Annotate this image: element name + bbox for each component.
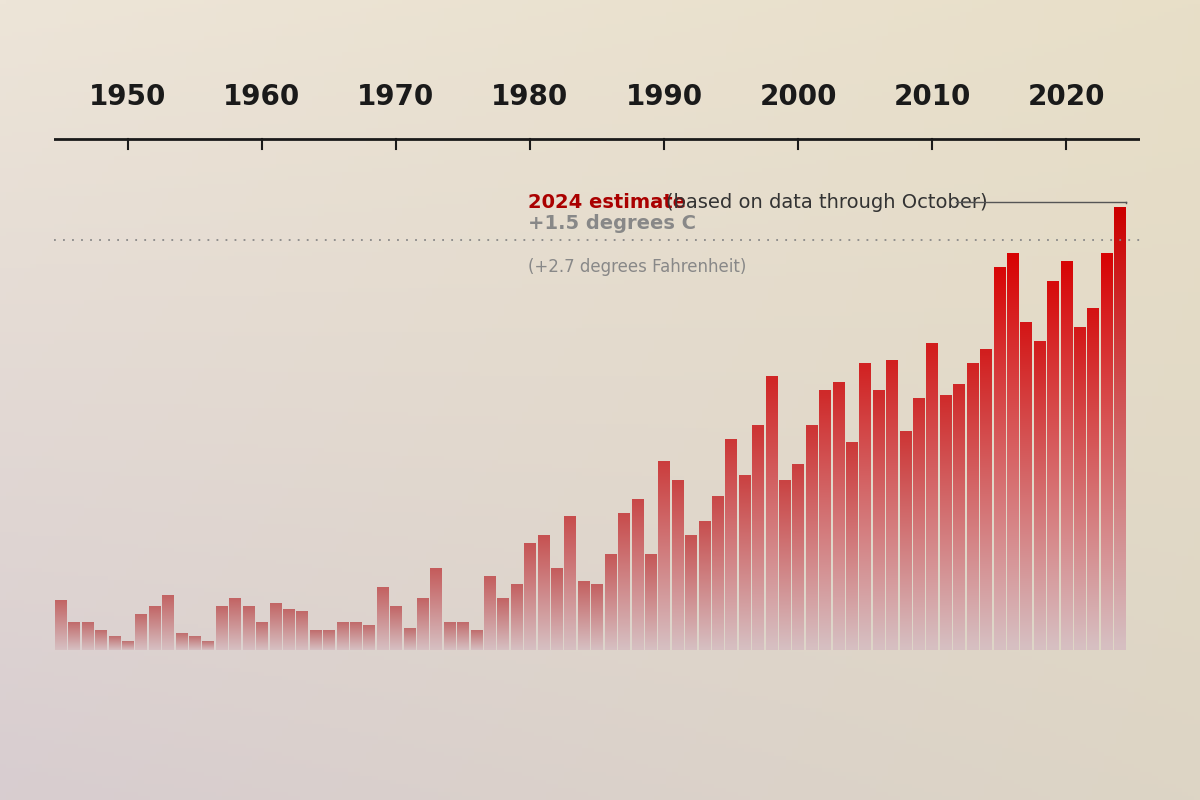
Text: 2000: 2000 [760,83,836,111]
Text: (based on data through October): (based on data through October) [666,193,988,212]
Text: +1.5 degrees C: +1.5 degrees C [528,214,696,234]
Text: 1970: 1970 [358,83,434,111]
Text: 1950: 1950 [89,83,167,111]
Text: 2010: 2010 [894,83,971,111]
Text: 1990: 1990 [625,83,702,111]
Text: 2024 estimate: 2024 estimate [528,193,686,212]
Text: 2020: 2020 [1027,83,1105,111]
Text: 1960: 1960 [223,83,300,111]
Text: (+2.7 degrees Fahrenheit): (+2.7 degrees Fahrenheit) [528,258,746,276]
Text: 1980: 1980 [491,83,569,111]
